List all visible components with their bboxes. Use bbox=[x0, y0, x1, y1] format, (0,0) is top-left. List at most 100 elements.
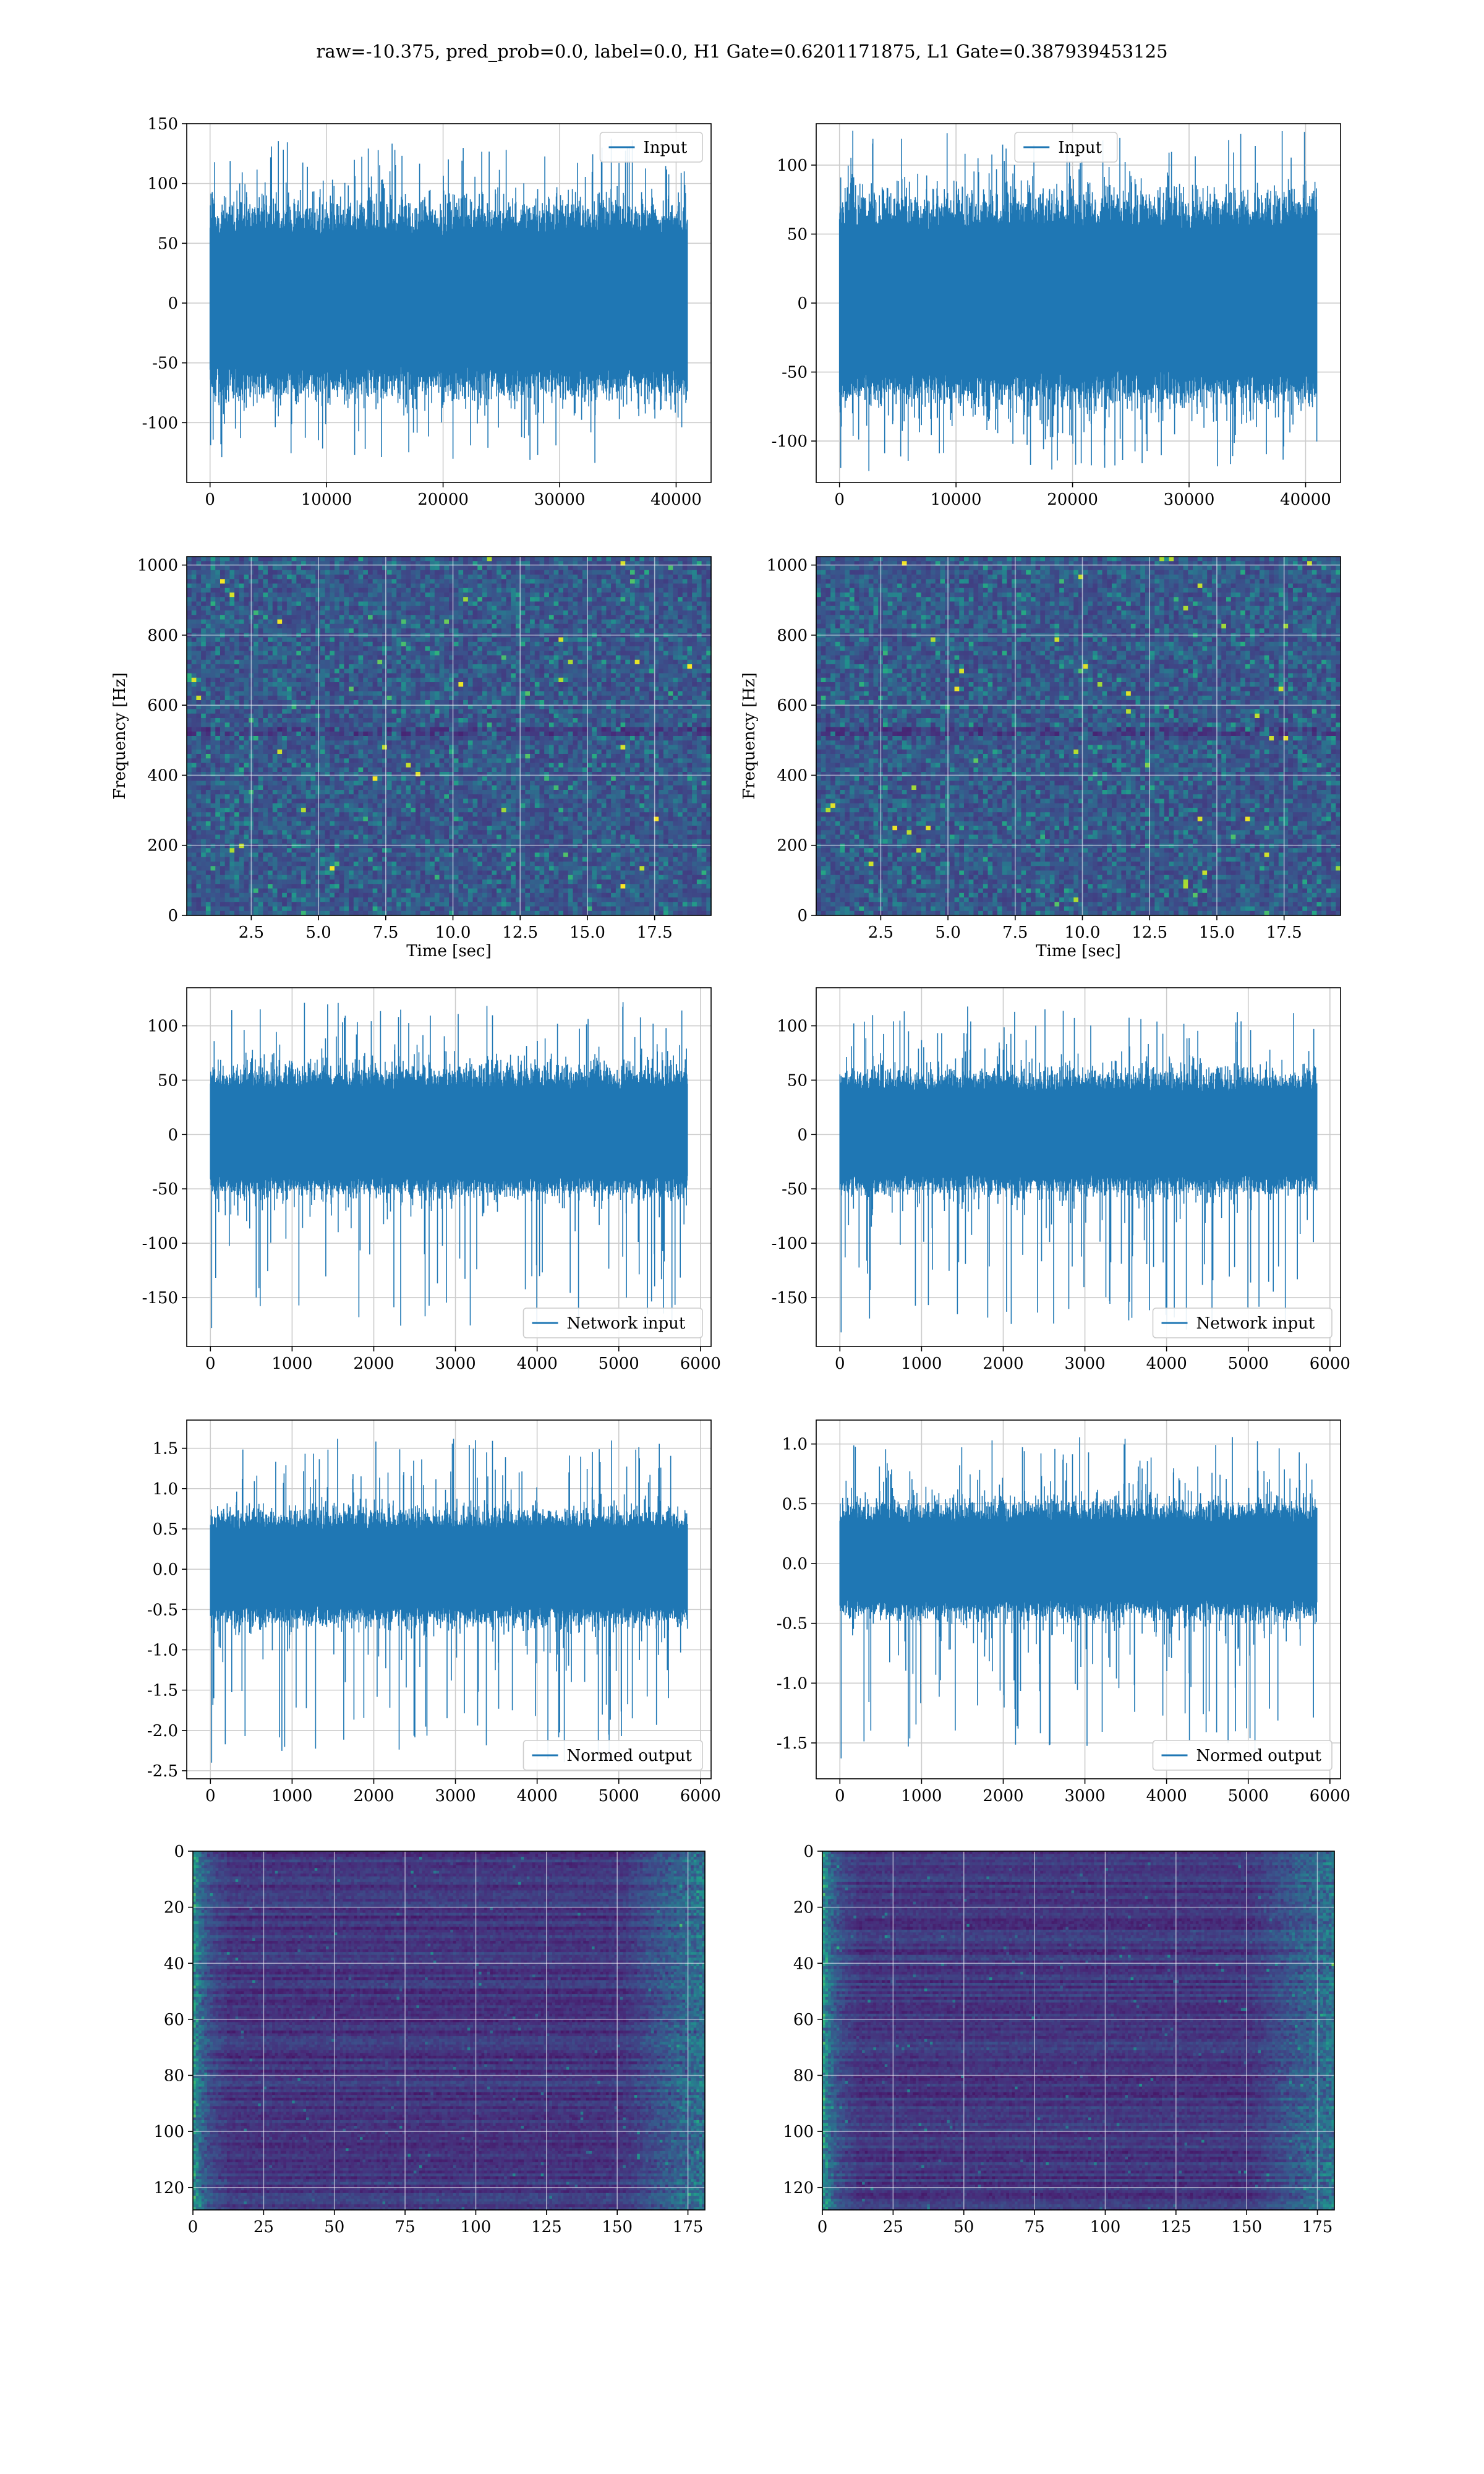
y-tick-label: 0 bbox=[797, 294, 808, 313]
y-tick-label: -50 bbox=[152, 1180, 178, 1199]
x-axis-label: Time [sec] bbox=[1036, 942, 1121, 961]
y-tick-label: 80 bbox=[164, 2067, 184, 2086]
x-tick-label: 150 bbox=[1231, 2218, 1262, 2236]
x-tick-label: 12.5 bbox=[502, 923, 538, 942]
y-tick-label: 0.5 bbox=[782, 1495, 808, 1513]
chart-l1-network-input: 0 1000 2000 3000 4000 5000 6000-150-100-500501… bbox=[705, 975, 1371, 1421]
x-tick-label: 2.5 bbox=[239, 923, 264, 942]
y-tick-label: 0 bbox=[168, 907, 178, 925]
y-tick-label: 1.0 bbox=[153, 1480, 178, 1499]
x-tick-label: 30000 bbox=[534, 490, 586, 509]
x-tick-label: 2000 bbox=[353, 1787, 394, 1805]
x-tick-label: 125 bbox=[531, 2218, 562, 2236]
y-tick-label: -100 bbox=[142, 414, 178, 432]
x-tick-label: 3000 bbox=[1064, 1787, 1105, 1805]
x-tick-label: 175 bbox=[673, 2218, 704, 2236]
legend: Input bbox=[600, 132, 703, 162]
x-tick-label: 75 bbox=[395, 2218, 416, 2236]
y-tick-label: 100 bbox=[153, 2123, 184, 2141]
legend-label: Normed output bbox=[1196, 1747, 1322, 1765]
chart-l1-normed-output: 0 1000 2000 3000 4000 5000 6000-1.5-1.0-0.50.0… bbox=[705, 1408, 1371, 1853]
y-tick-label: 120 bbox=[783, 2179, 814, 2198]
x-tick-label: 0 bbox=[835, 1355, 845, 1373]
series-line bbox=[210, 139, 688, 463]
y-tick-label: 0 bbox=[168, 294, 178, 313]
y-tick-label: 0 bbox=[803, 1843, 814, 1861]
y-tick-label: 400 bbox=[777, 766, 808, 785]
legend-label: Normed output bbox=[567, 1747, 693, 1765]
x-tick-label: 5000 bbox=[599, 1355, 639, 1373]
plot-area bbox=[840, 1006, 1316, 1332]
y-tick-label: 150 bbox=[147, 115, 178, 134]
y-tick-label: 200 bbox=[777, 837, 808, 855]
y-tick-label: 20 bbox=[793, 1899, 814, 1917]
x-tick-label: 3000 bbox=[1064, 1355, 1105, 1373]
legend: Network input bbox=[524, 1308, 703, 1338]
x-tick-label: 100 bbox=[1090, 2218, 1121, 2236]
legend: Input bbox=[1015, 132, 1117, 162]
heatmap-cells bbox=[187, 557, 712, 916]
x-tick-label: 30000 bbox=[1164, 490, 1215, 509]
y-tick-label: 100 bbox=[777, 1017, 808, 1036]
y-tick-label: 0.5 bbox=[153, 1520, 178, 1539]
legend: Normed output bbox=[524, 1740, 703, 1770]
y-axis-label: Frequency [Hz] bbox=[111, 672, 129, 800]
x-tick-label: 4000 bbox=[1146, 1355, 1187, 1373]
plot-area bbox=[210, 1439, 687, 1763]
y-tick-label: 120 bbox=[153, 2179, 184, 2198]
x-tick-label: 175 bbox=[1302, 2218, 1333, 2236]
x-tick-label: 20000 bbox=[417, 490, 469, 509]
y-axis-label: Frequency [Hz] bbox=[740, 672, 759, 800]
x-tick-label: 2000 bbox=[983, 1355, 1023, 1373]
x-tick-label: 0 bbox=[817, 2218, 828, 2236]
x-tick-label: 5000 bbox=[1228, 1787, 1269, 1805]
series-line bbox=[840, 1006, 1316, 1332]
x-tick-label: 1000 bbox=[901, 1355, 942, 1373]
y-tick-label: 20 bbox=[164, 1899, 184, 1917]
y-tick-label: 0.0 bbox=[153, 1560, 178, 1579]
y-tick-label: -100 bbox=[772, 432, 808, 451]
x-tick-label: 1000 bbox=[901, 1787, 942, 1805]
y-tick-label: 0 bbox=[797, 907, 808, 925]
x-tick-label: 50 bbox=[953, 2218, 974, 2236]
x-tick-label: 125 bbox=[1161, 2218, 1192, 2236]
plot-area bbox=[187, 557, 712, 916]
x-tick-label: 25 bbox=[883, 2218, 903, 2236]
y-tick-label: 600 bbox=[147, 696, 178, 715]
y-tick-label: 800 bbox=[147, 627, 178, 645]
y-tick-label: 40 bbox=[164, 1954, 184, 1973]
x-tick-label: 12.5 bbox=[1132, 923, 1167, 942]
y-tick-label: 0 bbox=[797, 1126, 808, 1144]
x-tick-label: 17.5 bbox=[637, 923, 673, 942]
x-tick-label: 5.0 bbox=[305, 923, 331, 942]
x-tick-label: 0 bbox=[188, 2218, 198, 2236]
y-tick-label: 100 bbox=[777, 156, 808, 175]
y-tick-label: -0.5 bbox=[777, 1615, 808, 1633]
y-tick-label: 1.0 bbox=[782, 1436, 808, 1454]
y-tick-label: 50 bbox=[158, 1071, 178, 1090]
y-tick-label: 100 bbox=[147, 1017, 178, 1036]
chart-l1-spectrogram: 2.5 5.0 7.5 10.0 12.5 15.0 17.5020040060080010… bbox=[705, 544, 1371, 990]
chart-h1-spectrogram: 2.5 5.0 7.5 10.0 12.5 15.0 17.5020040060080010… bbox=[75, 544, 742, 990]
legend-label: Input bbox=[1058, 139, 1102, 157]
y-tick-label: 50 bbox=[787, 225, 808, 244]
plot-area bbox=[210, 1002, 687, 1328]
x-tick-label: 1000 bbox=[271, 1355, 312, 1373]
plot-area bbox=[840, 1437, 1316, 1759]
x-tick-label: 3000 bbox=[435, 1787, 475, 1805]
heatmap-cells bbox=[193, 1851, 706, 2211]
y-tick-label: -150 bbox=[772, 1289, 808, 1308]
x-tick-label: 17.5 bbox=[1266, 923, 1302, 942]
x-tick-label: 25 bbox=[254, 2218, 274, 2236]
y-tick-label: -50 bbox=[152, 354, 178, 373]
y-tick-label: 80 bbox=[793, 2067, 814, 2086]
x-tick-label: 150 bbox=[602, 2218, 633, 2236]
x-tick-label: 5000 bbox=[599, 1787, 639, 1805]
y-tick-label: 600 bbox=[777, 696, 808, 715]
y-tick-label: -1.5 bbox=[147, 1682, 178, 1700]
legend: Network input bbox=[1153, 1308, 1333, 1338]
y-tick-label: -2.0 bbox=[147, 1722, 178, 1740]
y-tick-label: -50 bbox=[782, 364, 808, 382]
legend-label: Network input bbox=[567, 1314, 686, 1333]
